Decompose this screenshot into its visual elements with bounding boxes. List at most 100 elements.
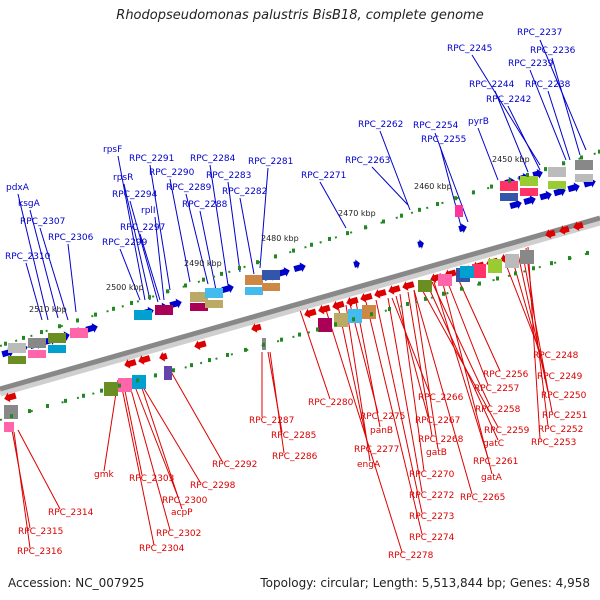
reverse-gene-arrow bbox=[559, 225, 570, 235]
gene-domain-box bbox=[575, 160, 593, 170]
ruler-tick bbox=[148, 295, 151, 300]
ruler-tick bbox=[472, 190, 475, 195]
gene-label: RPC_2290 bbox=[149, 168, 195, 178]
forward-leader-line bbox=[25, 262, 43, 321]
gene-domain-box bbox=[48, 333, 66, 343]
reverse-gene-arrow bbox=[388, 285, 401, 295]
gene-label: RPC_2265 bbox=[460, 493, 505, 503]
gene-label: gmk bbox=[94, 470, 114, 480]
gene-label: rplI bbox=[141, 206, 156, 216]
gene-label: RPC_2287 bbox=[249, 416, 294, 426]
reverse-leader-line bbox=[129, 385, 171, 531]
ruler-tick bbox=[4, 341, 7, 346]
gene-domain-box bbox=[28, 338, 46, 348]
gene-label: RPC_2245 bbox=[447, 44, 492, 54]
forward-leader-line bbox=[154, 216, 165, 301]
gene-domain-box bbox=[362, 305, 376, 319]
forward-leader-line bbox=[139, 233, 161, 301]
gene-label: RPC_2304 bbox=[139, 544, 185, 554]
gene-label: RPC_2248 bbox=[533, 351, 579, 361]
gene-domain-box bbox=[205, 300, 223, 308]
reverse-leader-line bbox=[413, 289, 473, 495]
gene-label: RPC_2306 bbox=[48, 233, 94, 243]
gene-label: RPC_2266 bbox=[418, 393, 464, 403]
gene-label: RPC_2297 bbox=[120, 223, 165, 233]
forward-leader-line bbox=[259, 167, 269, 269]
forward-leader-line bbox=[371, 166, 409, 206]
forward-gene-arrow bbox=[417, 239, 424, 249]
gene-label: RPC_2278 bbox=[388, 551, 434, 561]
gene-label: RPC_2286 bbox=[272, 452, 318, 462]
ruler-tick bbox=[334, 322, 337, 327]
forward-leader-line bbox=[529, 69, 567, 161]
ruler-tick bbox=[328, 236, 331, 241]
gene-domain-box bbox=[190, 292, 208, 302]
genome-summary-text: Topology: circular; Length: 5,513,844 bp… bbox=[260, 576, 590, 590]
ruler-tick bbox=[262, 342, 265, 347]
gene-label: RPC_2274 bbox=[409, 533, 455, 543]
gene-domain-box bbox=[418, 280, 432, 292]
gene-features bbox=[1, 149, 600, 432]
forward-leader-line bbox=[227, 181, 241, 273]
gene-label: rpsF bbox=[103, 145, 122, 155]
reverse-leader-line bbox=[123, 385, 143, 476]
gene-domain-box bbox=[262, 270, 280, 280]
gene-label: gatA bbox=[481, 473, 503, 483]
reverse-gene-arrow bbox=[402, 281, 415, 291]
accession-text: Accession: NC_007925 bbox=[8, 576, 145, 590]
ruler-tick bbox=[10, 414, 13, 419]
reverse-gene-arrow bbox=[360, 292, 373, 303]
ruler-tick bbox=[100, 388, 103, 393]
reverse-leader-line bbox=[431, 281, 491, 407]
reverse-leader-line bbox=[299, 309, 331, 400]
ruler-tick bbox=[562, 161, 565, 166]
gene-label: RPC_2273 bbox=[409, 512, 454, 522]
gene-domain-box bbox=[104, 382, 118, 396]
reverse-leader-line bbox=[133, 383, 179, 498]
kbp-tick-label: 2500 kbp bbox=[106, 283, 144, 292]
ruler-tick bbox=[388, 307, 391, 312]
gene-label: RPC_2270 bbox=[409, 470, 455, 480]
reverse-leader-line bbox=[325, 309, 403, 553]
gene-domain-box bbox=[520, 188, 538, 196]
gene-label: RPC_2259 bbox=[484, 426, 530, 436]
gene-label: gatC bbox=[483, 439, 504, 449]
gene-label: RPC_2316 bbox=[17, 547, 63, 557]
gene-label: RPC_2252 bbox=[538, 425, 583, 435]
gene-domain-box bbox=[500, 181, 518, 191]
gene-label: ksgA bbox=[18, 199, 41, 209]
gene-label: RPC_2294 bbox=[112, 190, 158, 200]
gene-label: RPC_2254 bbox=[413, 121, 459, 131]
gene-label: RPC_2268 bbox=[418, 435, 464, 445]
gene-label: RPC_2299 bbox=[102, 238, 148, 248]
gene-label: RPC_2238 bbox=[525, 80, 571, 90]
reverse-leader-line bbox=[399, 293, 425, 472]
gene-domain-box bbox=[28, 350, 46, 358]
ruler-tick bbox=[352, 317, 355, 322]
ruler-tick bbox=[424, 296, 427, 301]
forward-leader-line bbox=[129, 200, 159, 303]
ruler-tick bbox=[244, 347, 247, 352]
reverse-leader-line bbox=[17, 429, 61, 510]
gene-domain-box bbox=[8, 356, 26, 364]
gene-label: RPC_2281 bbox=[248, 157, 293, 167]
gene-label: RPC_2244 bbox=[469, 80, 515, 90]
ruler-tick bbox=[598, 149, 600, 154]
ruler-tick bbox=[298, 332, 301, 337]
gene-label: acpP bbox=[171, 508, 193, 518]
ruler-tick bbox=[190, 363, 193, 368]
ruler-tick bbox=[514, 271, 517, 276]
ruler-tick bbox=[586, 250, 589, 255]
gene-label: RPC_2236 bbox=[530, 46, 576, 56]
gene-label: RPC_2292 bbox=[212, 460, 257, 470]
gene-label: RPC_2251 bbox=[542, 411, 587, 421]
ruler-tick bbox=[226, 352, 229, 357]
ruler-tick bbox=[580, 155, 583, 160]
gene-domain-box bbox=[134, 310, 152, 320]
forward-gene-arrow bbox=[277, 267, 290, 277]
forward-leader-line bbox=[477, 127, 499, 181]
ruler-tick bbox=[76, 318, 79, 323]
forward-leader-line bbox=[507, 105, 541, 171]
ruler-tick bbox=[130, 300, 133, 305]
